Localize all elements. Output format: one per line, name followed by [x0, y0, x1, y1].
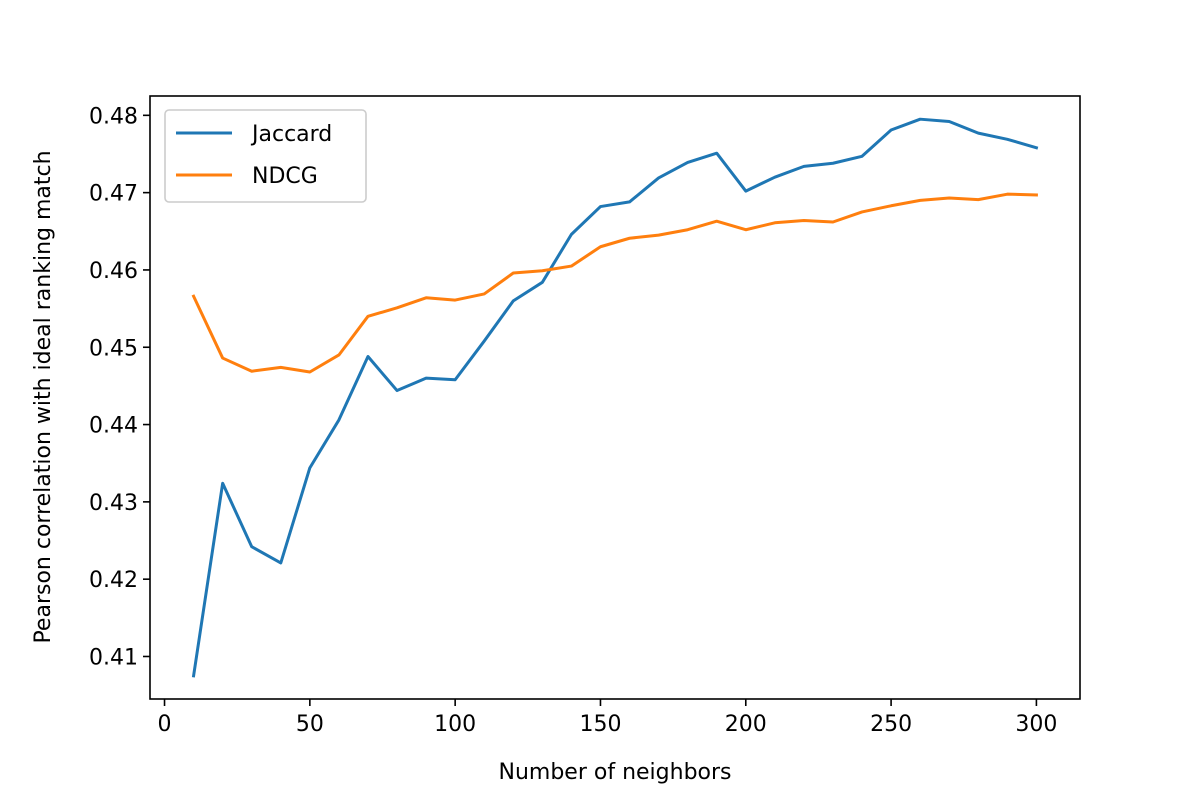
series-line-ndcg: [191, 192, 1038, 374]
x-tick-label: 100: [434, 712, 476, 737]
series-layer: [191, 117, 1039, 678]
y-tick-label: 0.43: [89, 491, 138, 516]
y-axis-ticks: 0.41 0.42 0.43 0.44 0.45 0.46 0.47 0.48: [89, 104, 150, 670]
y-tick-label: 0.44: [89, 414, 138, 439]
legend-label-jaccard: Jaccard: [250, 122, 332, 147]
x-tick-label: 200: [725, 712, 767, 737]
y-tick-label: 0.45: [89, 336, 138, 361]
x-axis-label: Number of neighbors: [499, 760, 732, 785]
legend: Jaccard NDCG: [164, 109, 367, 203]
legend-label-ndcg: NDCG: [252, 164, 318, 189]
y-axis-label: Pearson correlation with ideal ranking m…: [31, 150, 56, 643]
x-tick-label: 150: [579, 712, 621, 737]
x-tick-label: 300: [1015, 712, 1057, 737]
plot-frame: [149, 95, 1081, 700]
y-tick-label: 0.42: [89, 568, 138, 593]
y-tick-label: 0.48: [89, 104, 138, 129]
y-tick-label: 0.41: [89, 645, 138, 670]
y-tick-label: 0.47: [89, 182, 138, 207]
x-tick-label: 50: [296, 712, 324, 737]
x-tick-label: 250: [870, 712, 912, 737]
y-tick-label: 0.46: [89, 259, 138, 284]
x-tick-label: 0: [158, 712, 172, 737]
series-line-jaccard: [191, 117, 1039, 678]
x-axis-ticks: 0 50 100 150 200 250 300: [158, 699, 1057, 737]
